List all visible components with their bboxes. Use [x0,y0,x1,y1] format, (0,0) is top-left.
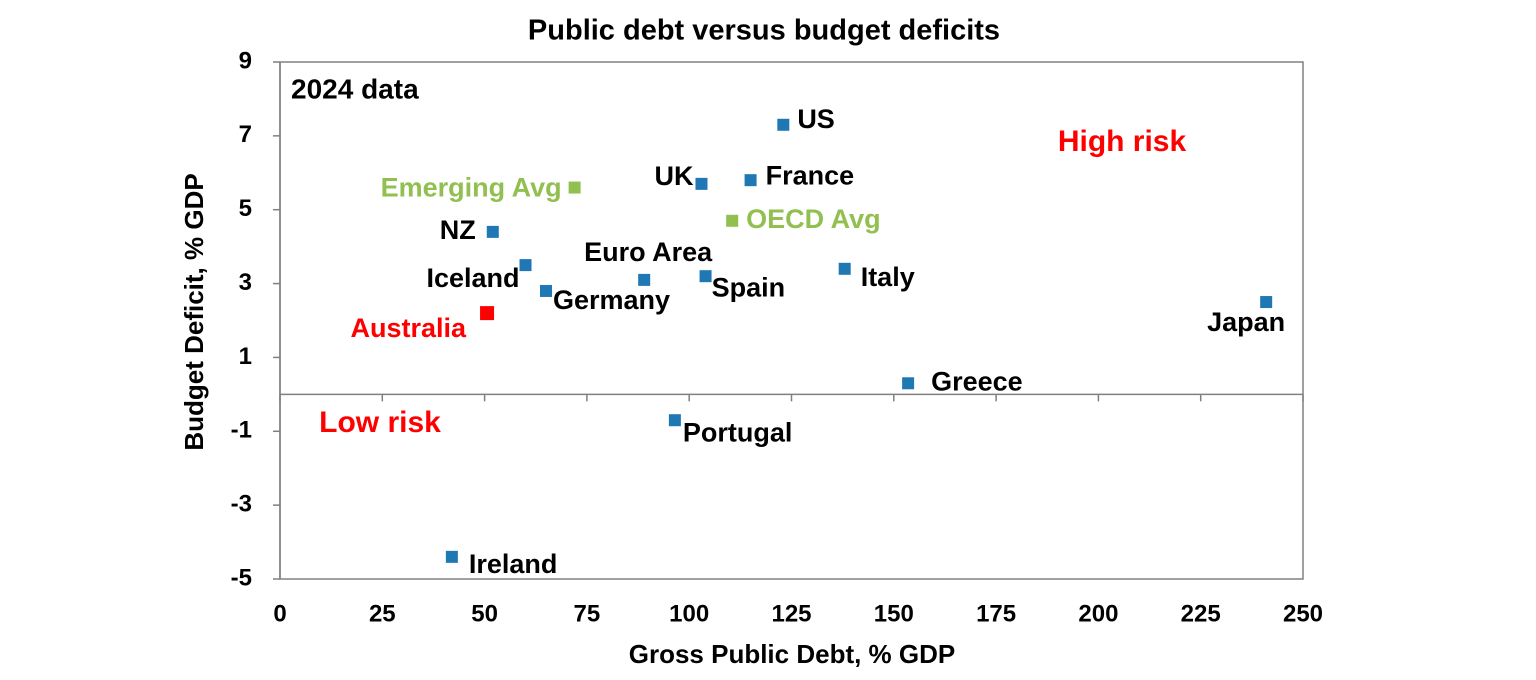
point-label: Ireland [469,549,558,579]
marker [539,284,552,297]
point-label: Iceland [426,263,519,293]
marker [445,550,458,563]
x-tick-label: 200 [1078,600,1118,627]
point-label: Australia [351,313,468,343]
y-tick-label: -3 [231,490,252,517]
point-label: France [766,160,855,190]
marker [486,225,499,238]
x-tick-label: 125 [771,600,811,627]
annotation: Low risk [319,406,441,439]
marker [744,174,757,187]
marker [480,306,495,321]
y-tick-label: -5 [231,564,252,591]
point-label: Germany [553,285,670,315]
y-tick-label: -1 [231,417,252,444]
x-tick-label: 0 [273,600,286,627]
marker [1260,296,1273,309]
y-axis-label: Budget Deficit, % GDP [179,173,209,450]
point-label: Portugal [683,417,793,447]
point-label: US [797,104,835,134]
y-tick-label: 1 [239,343,252,370]
marker [519,259,532,272]
y-tick-label: 3 [239,269,252,296]
y-tick-label: 7 [239,121,252,148]
marker [568,181,581,194]
point-label: Italy [861,262,915,292]
marker [699,270,712,283]
y-tick-label: 5 [239,195,252,222]
marker [902,377,915,390]
marker [695,177,708,190]
point-label: Emerging Avg [381,173,562,203]
annotation: High risk [1058,125,1187,158]
marker [838,262,851,275]
marker [777,118,790,131]
point-label: OECD Avg [746,204,881,234]
x-tick-label: 25 [369,600,396,627]
chart-title: Public debt versus budget deficits [528,15,1000,47]
y-tick-label: 9 [239,47,252,74]
x-tick-label: 150 [874,600,914,627]
point-label: Greece [931,366,1023,396]
point-label: Euro Area [584,237,713,267]
marker [638,273,651,286]
point-label: UK [654,161,693,191]
point-label: Spain [712,272,786,302]
point-label: NZ [440,215,476,245]
marker [668,414,681,427]
x-tick-label: 175 [976,600,1016,627]
annotation: 2024 data [291,73,419,104]
x-tick-label: 225 [1181,600,1221,627]
x-tick-label: 250 [1283,600,1323,627]
x-axis-label: Gross Public Debt, % GDP [629,639,956,669]
point-label: Japan [1207,307,1285,337]
marker [726,214,739,227]
x-tick-label: 100 [669,600,709,627]
x-tick-label: 50 [471,600,498,627]
x-tick-label: 75 [574,600,601,627]
